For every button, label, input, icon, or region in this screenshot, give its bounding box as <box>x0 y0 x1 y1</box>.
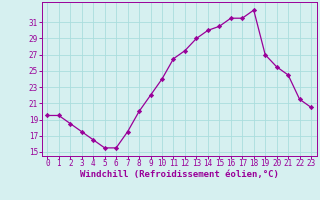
X-axis label: Windchill (Refroidissement éolien,°C): Windchill (Refroidissement éolien,°C) <box>80 170 279 179</box>
